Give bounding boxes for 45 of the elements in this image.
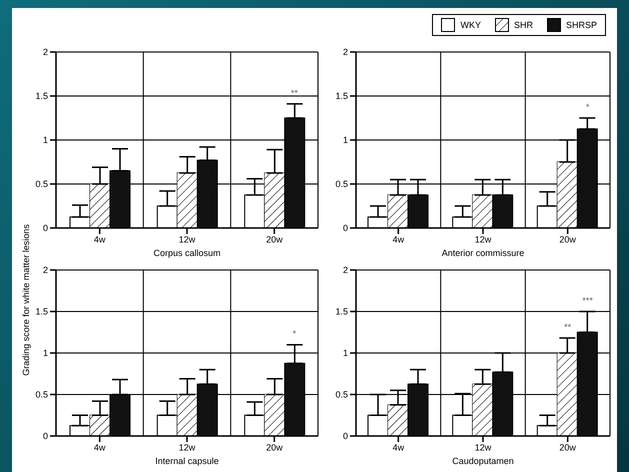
- x-tick-label: 20w: [559, 442, 576, 452]
- y-tick-label: 2: [42, 47, 48, 58]
- x-tick-label: 20w: [266, 442, 284, 452]
- y-tick-label: 1: [42, 348, 48, 358]
- y-tick-label: 1.5: [335, 91, 348, 102]
- x-axis-title: Corpus callosum: [153, 248, 221, 258]
- y-tick-label: 1: [342, 348, 348, 358]
- x-tick-label: 4w: [94, 234, 106, 244]
- annotation: **: [290, 88, 298, 98]
- x-axis-title: Internal capsule: [155, 456, 219, 466]
- y-tick-label: 0.5: [35, 390, 48, 400]
- x-tick-label: 12w: [178, 442, 196, 452]
- x-tick-label: 4w: [392, 442, 405, 452]
- y-tick-label: 0: [42, 431, 48, 442]
- y-tick-label: 0.5: [335, 390, 348, 400]
- x-tick-label: 20w: [266, 234, 284, 244]
- text: SHR: [514, 20, 533, 30]
- y-tick-label: 1: [342, 135, 348, 146]
- y-tick-label: 0: [342, 223, 348, 234]
- y-tick-label: 0.5: [35, 179, 48, 190]
- legend-label: WKY: [460, 20, 481, 30]
- x-axis-title: Anterior commissure: [442, 248, 524, 258]
- y-tick-label: 2: [342, 47, 348, 58]
- annotation: ***: [582, 296, 594, 306]
- y-tick-label: 1: [42, 135, 48, 146]
- annotation: **: [564, 322, 572, 332]
- y-tick-label: 2: [42, 265, 48, 276]
- annotation: *: [586, 102, 590, 112]
- x-tick-label: 12w: [474, 234, 492, 244]
- x-tick-label: 12w: [178, 234, 196, 244]
- y-tick-label: 1.5: [35, 91, 48, 102]
- y-tick-label: 1.5: [335, 306, 348, 317]
- annotation: *: [292, 328, 297, 339]
- x-axis-title: Caudoputamen: [452, 456, 514, 466]
- x-tick-label: 4w: [392, 234, 405, 244]
- legend-label: SHRSP: [566, 20, 597, 30]
- y-tick-label: 2: [342, 265, 348, 276]
- x-tick-label: 12w: [474, 442, 492, 452]
- y-tick-label: 1.5: [35, 306, 48, 317]
- y-tick-label: 0: [42, 223, 48, 234]
- x-tick-label: 20w: [559, 234, 576, 244]
- y-axis-title: Grading score for white matter lesions: [21, 224, 31, 376]
- y-tick-label: 0.5: [335, 179, 348, 190]
- y-tick-label: 0: [342, 431, 348, 442]
- x-tick-label: 4w: [94, 442, 106, 452]
